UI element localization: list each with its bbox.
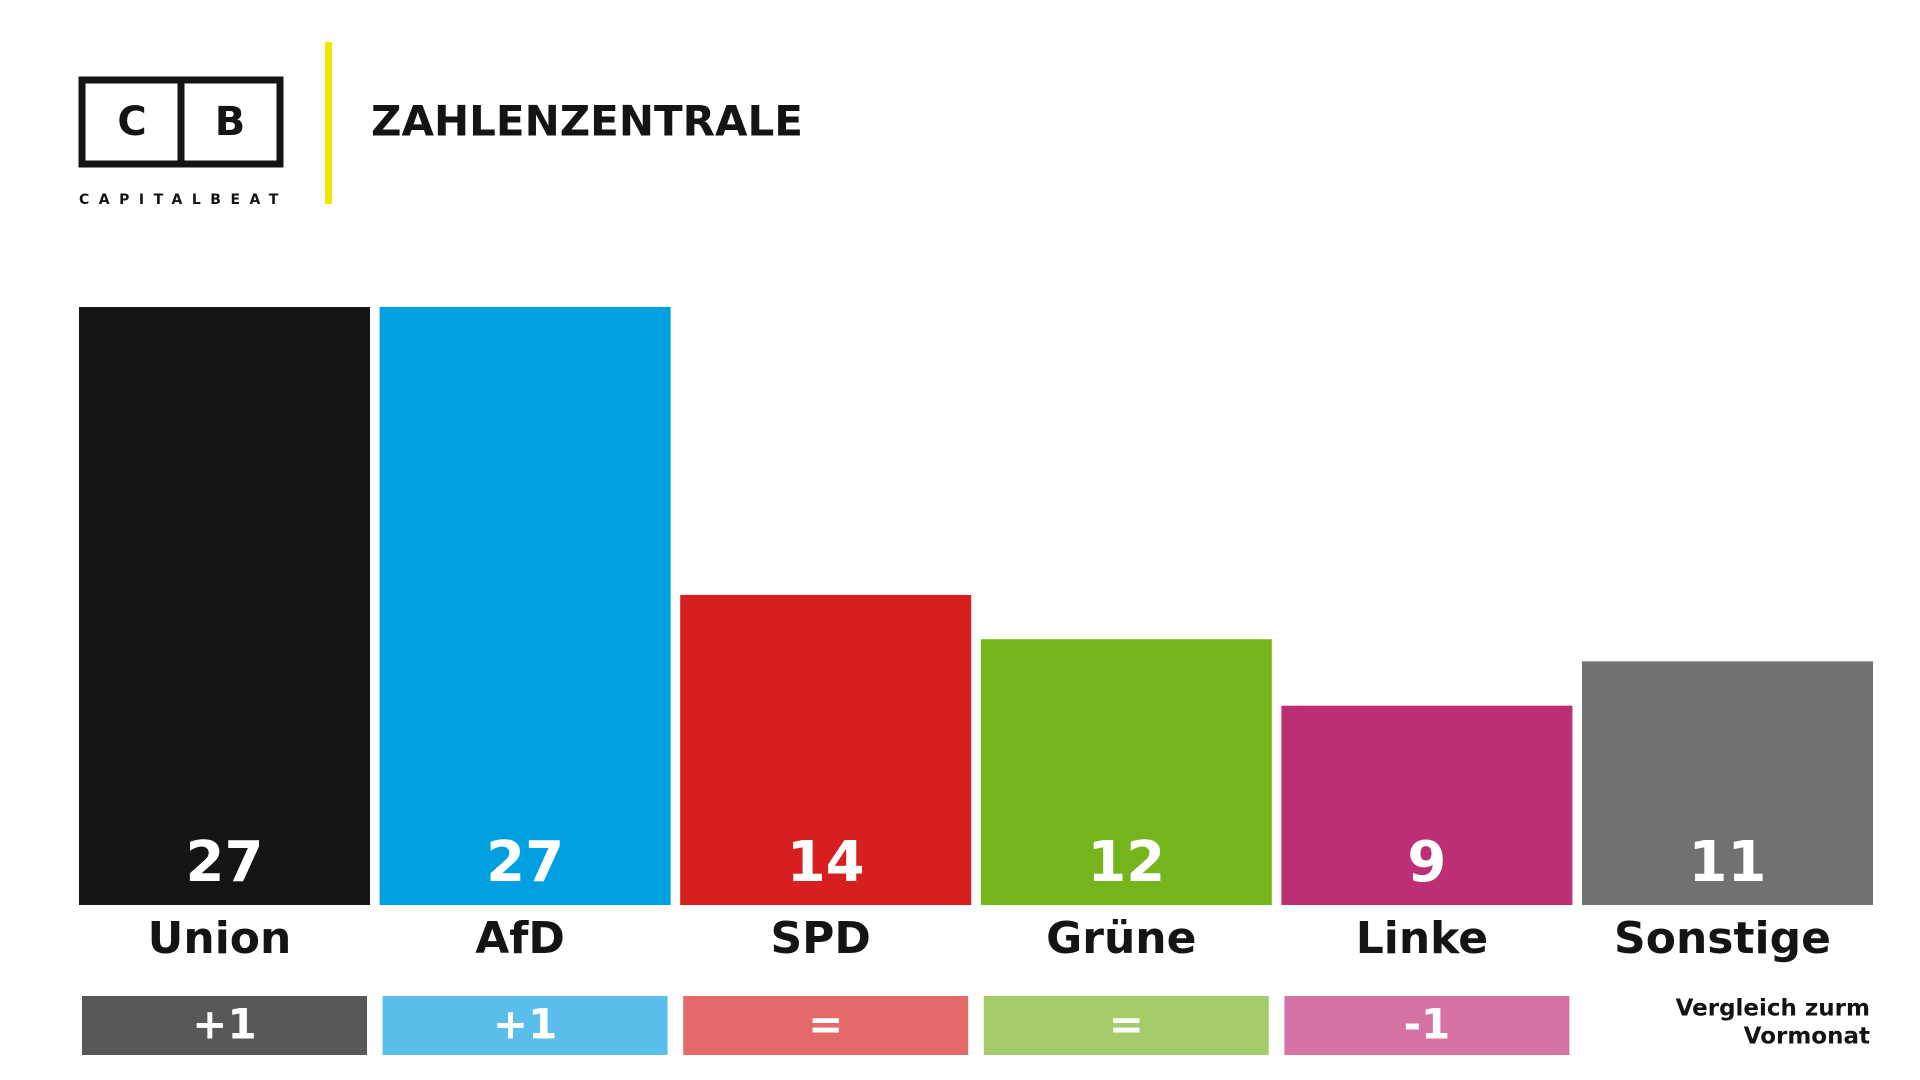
x-tick-label: AfD — [475, 913, 565, 964]
value-label: 27 — [186, 830, 264, 895]
logo-letter: B — [215, 99, 246, 145]
bar — [1582, 661, 1873, 905]
change-box — [983, 996, 1269, 1055]
change-box — [82, 996, 367, 1055]
bar — [680, 594, 972, 905]
x-tick-label: Grüne — [1046, 913, 1196, 964]
change-label: -1 — [1404, 1000, 1451, 1049]
x-tick-label: Sonstige — [1614, 913, 1831, 964]
divider — [325, 42, 332, 204]
change-label: +1 — [493, 1000, 557, 1049]
value-label: 27 — [486, 830, 564, 895]
change-label: +1 — [192, 1000, 256, 1049]
title: ZAHLENZENTRALE — [371, 97, 803, 146]
logo-name: CAPITALBEAT — [79, 192, 288, 208]
x-tick-label: Linke — [1356, 913, 1488, 964]
change-label: = — [808, 1000, 843, 1049]
bar — [79, 307, 370, 905]
value-label: 9 — [1407, 830, 1446, 895]
x-tick-label: SPD — [770, 913, 870, 964]
logo-letter: C — [117, 99, 146, 145]
bar — [379, 307, 671, 905]
value-label: 14 — [787, 830, 865, 895]
change-box — [1284, 996, 1570, 1055]
bar — [1281, 705, 1573, 905]
change-label: = — [1109, 1000, 1144, 1049]
change-box — [683, 996, 969, 1055]
change-box — [382, 996, 668, 1055]
change-note: Vergleich zurm — [1676, 996, 1870, 1022]
value-label: 12 — [1087, 830, 1165, 895]
change-note: Vormonat — [1744, 1024, 1870, 1050]
bar — [980, 639, 1272, 905]
x-tick-label: Union — [148, 913, 292, 964]
value-label: 11 — [1689, 830, 1767, 895]
